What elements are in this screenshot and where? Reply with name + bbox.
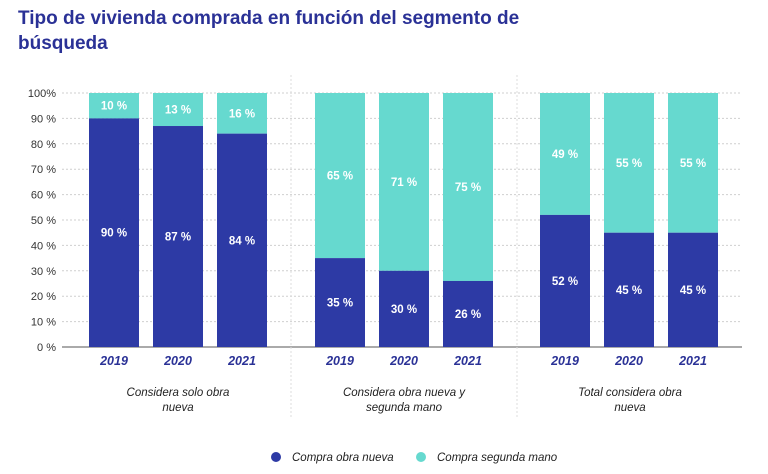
data-label-obra-nueva: 45 % [616, 285, 642, 297]
data-label-obra-nueva: 84 % [229, 235, 255, 247]
y-tick-label: 10 % [31, 317, 56, 329]
legend-label: Compra segunda mano [437, 452, 558, 464]
bar-obra-nueva [315, 258, 365, 347]
y-tick-label: 80 % [31, 139, 56, 151]
y-tick-label: 20 % [31, 291, 56, 303]
group-label: nueva [614, 402, 645, 414]
data-label-obra-nueva: 90 % [101, 228, 127, 240]
x-tick-label: 2019 [550, 354, 579, 368]
group-separators [290, 75, 518, 418]
legend: Compra obra nueva Compra segunda mano [271, 452, 558, 464]
x-axis-labels: 2019 2020 2021 Considera solo obra nueva 2019… [99, 354, 707, 414]
x-tick-label: 2021 [227, 354, 256, 368]
data-label-segunda-mano: 71 % [391, 177, 417, 189]
y-tick-label: 90 % [31, 113, 56, 125]
y-tick-label: 100% [28, 88, 56, 100]
chart-title: Tipo de vivienda comprada en función del… [18, 8, 520, 54]
group-label: Considera obra nueva y [343, 387, 466, 399]
bar-segunda-mano [153, 93, 203, 127]
data-label-segunda-mano: 55 % [616, 158, 642, 170]
y-tick-label: 0 % [37, 342, 56, 354]
data-label-segunda-mano: 65 % [327, 171, 353, 183]
group-label: Considera solo obra [127, 387, 230, 399]
group-label: Total considera obra [578, 387, 682, 399]
legend-swatch [271, 452, 281, 462]
data-label-obra-nueva: 35 % [327, 298, 353, 310]
bar-segunda-mano [89, 93, 139, 119]
bars: 90 % 10 % 87 % 13 % 84 % 16 % 35 % 65 % 30 % 71 %… [89, 93, 718, 348]
y-tick-label: 60 % [31, 190, 56, 202]
x-tick-label: 2021 [453, 354, 482, 368]
bar-segunda-mano [315, 93, 365, 259]
data-label-segunda-mano: 49 % [552, 149, 578, 161]
bar-obra-nueva [379, 270, 429, 347]
bar-segunda-mano [668, 93, 718, 233]
bar-obra-nueva [668, 232, 718, 347]
data-label-segunda-mano: 55 % [680, 158, 706, 170]
group-label: segunda mano [366, 402, 443, 414]
x-tick-label: 2020 [389, 354, 418, 368]
y-axis-ticks: 100% 90 % 80 % 70 % 60 % 50 % 40 % 30 % 20 % 10 %… [28, 88, 56, 354]
y-tick-label: 50 % [31, 215, 56, 227]
bar-obra-nueva [153, 126, 203, 348]
data-label-obra-nueva: 87 % [165, 232, 191, 244]
x-tick-label: 2019 [99, 354, 128, 368]
bar-obra-nueva [217, 133, 267, 347]
data-label-obra-nueva: 30 % [391, 304, 417, 316]
y-tick-label: 30 % [31, 266, 56, 278]
bar-segunda-mano [540, 93, 590, 215]
y-tick-label: 40 % [31, 240, 56, 252]
data-label-segunda-mano: 75 % [455, 182, 481, 194]
data-label-obra-nueva: 45 % [680, 285, 706, 297]
bar-obra-nueva [89, 118, 139, 348]
bar-obra-nueva [604, 232, 654, 347]
bar-segunda-mano [443, 93, 493, 281]
legend-swatch [416, 452, 426, 462]
data-label-segunda-mano: 16 % [229, 108, 255, 120]
x-tick-label: 2020 [614, 354, 643, 368]
group-label: nueva [162, 402, 193, 414]
data-label-obra-nueva: 26 % [455, 309, 481, 321]
x-tick-label: 2021 [678, 354, 707, 368]
bar-obra-nueva [443, 280, 493, 347]
x-tick-label: 2019 [325, 354, 354, 368]
data-label-segunda-mano: 10 % [101, 101, 127, 113]
bar-obra-nueva [540, 214, 590, 347]
data-label-segunda-mano: 13 % [165, 105, 191, 117]
data-label-obra-nueva: 52 % [552, 276, 578, 288]
y-tick-label: 70 % [31, 164, 56, 176]
bar-segunda-mano [604, 93, 654, 233]
bar-segunda-mano [379, 93, 429, 271]
bar-segunda-mano [217, 93, 267, 134]
legend-label: Compra obra nueva [292, 452, 394, 464]
x-tick-label: 2020 [163, 354, 192, 368]
